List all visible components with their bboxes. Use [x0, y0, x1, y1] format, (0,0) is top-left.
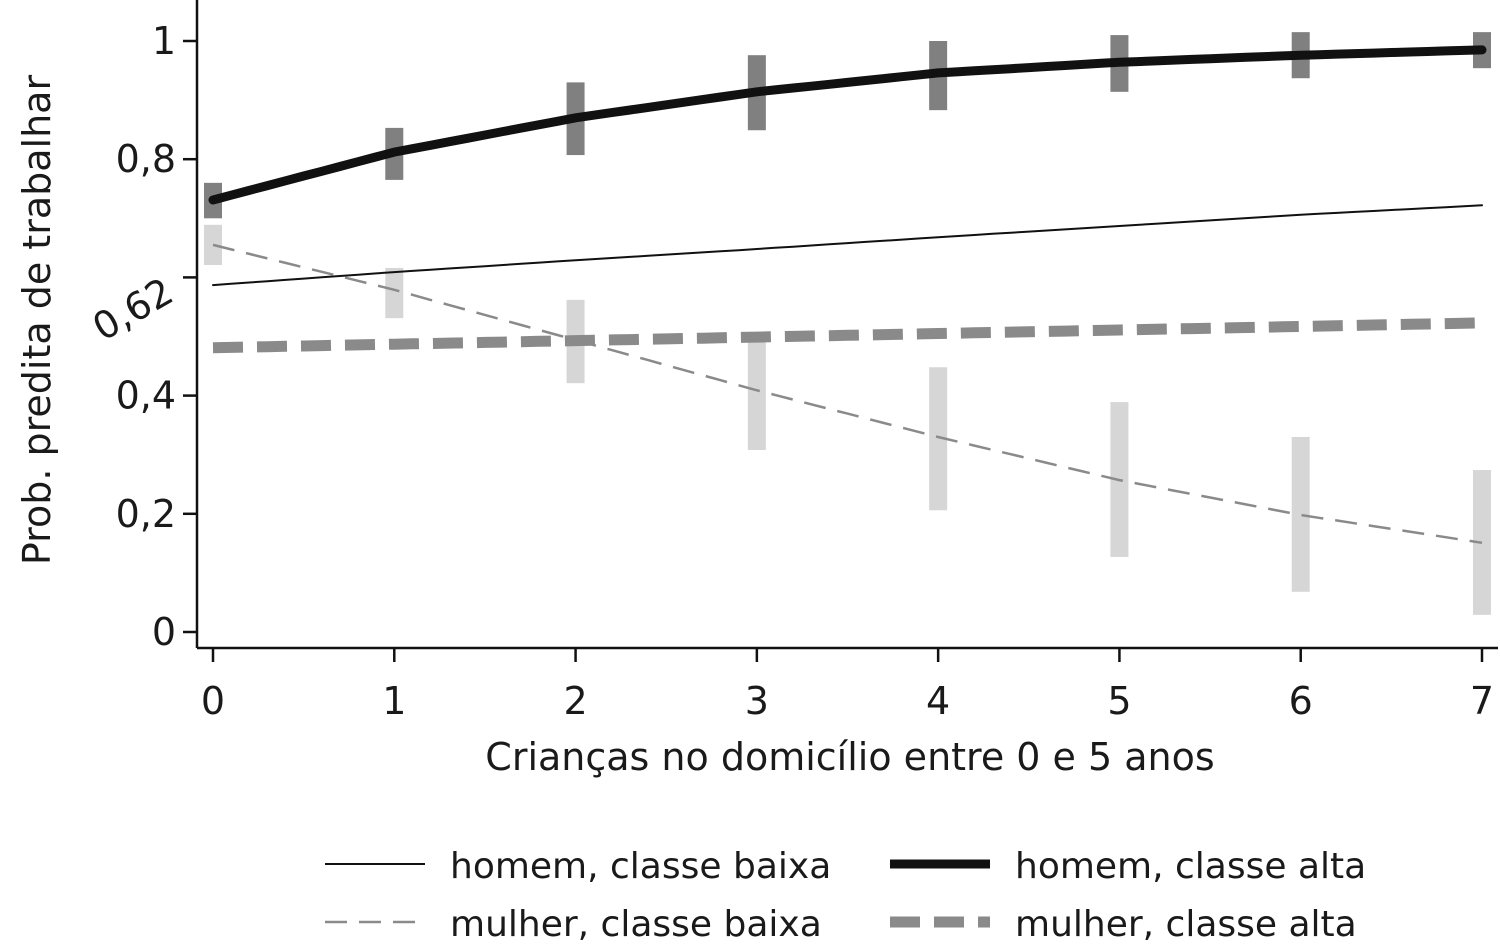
y-tick-label: 0,62: [85, 269, 180, 349]
legend-item: mulher, classe baixa: [325, 904, 822, 945]
ci-bar: [385, 268, 403, 318]
x-tick-label: 1: [382, 679, 406, 723]
x-tick-label: 7: [1470, 679, 1494, 723]
y-tick-label: 0,2: [116, 492, 176, 536]
series-line: [213, 50, 1482, 200]
y-tick-label: 0: [152, 610, 176, 654]
x-tick-label: 0: [201, 679, 225, 723]
legend: homem, classe baixa homem, classe alta mul…: [325, 846, 1366, 945]
series-line: [213, 323, 1482, 348]
legend-item: homem, classe alta: [890, 846, 1366, 887]
series-lines: [213, 50, 1482, 543]
legend-item: homem, classe baixa: [325, 846, 831, 887]
x-tick-label: 3: [745, 679, 769, 723]
legend-item: mulher, classe alta: [890, 904, 1357, 945]
y-axis-label: Prob. predita de trabalhar: [15, 75, 59, 566]
legend-label: homem, classe baixa: [450, 846, 831, 887]
ci-bar: [204, 225, 222, 265]
x-axis-label: Crianças no domicílio entre 0 e 5 anos: [485, 735, 1214, 779]
x-tick-label: 2: [563, 679, 587, 723]
chart: 0 0,2 0,4 0,62 0,8 1 0 1 2 3 4 5 6 7 Crianças no dom…: [0, 0, 1500, 948]
x-tick-label: 4: [926, 679, 950, 723]
y-ticks: 0 0,2 0,4 0,62 0,8 1: [85, 19, 197, 654]
x-ticks: 0 1 2 3 4 5 6 7: [201, 648, 1494, 723]
y-tick-label: 0,8: [116, 137, 176, 181]
legend-label: homem, classe alta: [1015, 846, 1366, 887]
y-tick-label: 1: [152, 19, 176, 63]
ci-bar: [1292, 437, 1310, 592]
x-tick-label: 5: [1107, 679, 1131, 723]
series-line: [213, 245, 1482, 543]
legend-label: mulher, classe alta: [1015, 904, 1357, 945]
y-tick-label: 0,4: [116, 374, 176, 418]
series-line: [213, 205, 1482, 285]
legend-label: mulher, classe baixa: [450, 904, 822, 945]
x-tick-label: 6: [1289, 679, 1313, 723]
